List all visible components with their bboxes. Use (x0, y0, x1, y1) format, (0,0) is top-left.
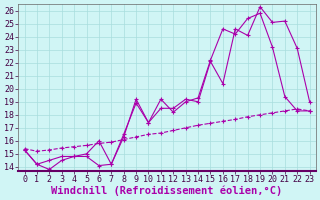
X-axis label: Windchill (Refroidissement éolien,°C): Windchill (Refroidissement éolien,°C) (52, 185, 283, 196)
